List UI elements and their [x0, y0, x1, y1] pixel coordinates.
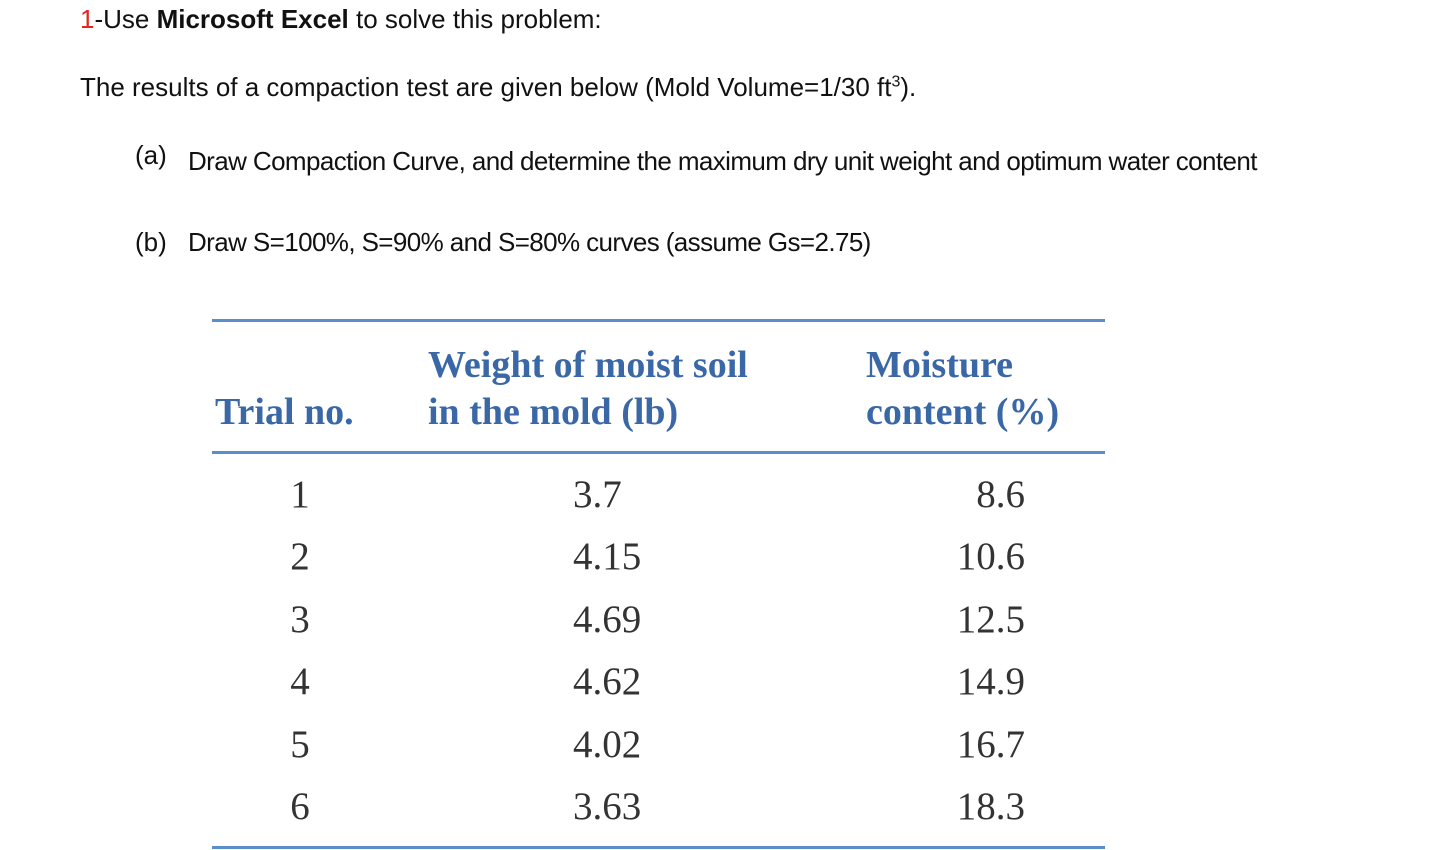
intro-text: The results of a compaction test are giv… — [80, 72, 892, 102]
table-cell: 16.7 — [956, 722, 1025, 766]
table-cell: 5 — [290, 722, 310, 766]
table-cell: 6 — [290, 785, 310, 828]
table-rule — [212, 319, 1105, 322]
task-text: Draw S=100%, S=90% and S=80% curves (ass… — [188, 227, 871, 257]
table-rule — [212, 451, 1105, 454]
column-header: Weight of moist soil — [428, 344, 748, 386]
problem-prefix: -Use — [94, 4, 157, 34]
table-cell: 3 — [290, 597, 310, 641]
table-cell: 3.63 — [573, 785, 642, 828]
task-label: (b) — [135, 227, 167, 257]
problem-bold: Microsoft Excel — [156, 4, 349, 34]
column-header: in the mold (lb) — [428, 391, 679, 433]
problem-heading: 1-Use Microsoft Excel to solve this prob… — [80, 4, 602, 35]
table-cell: 4.69 — [573, 597, 642, 641]
table-cell: 4.02 — [573, 722, 642, 766]
table-cell: 14.9 — [956, 660, 1025, 704]
table-cell: 1 — [290, 473, 310, 516]
column-header: Trial no. — [215, 391, 354, 433]
intro-end: ). — [900, 72, 917, 102]
table-cell: 12.5 — [956, 597, 1025, 641]
table-cell: 8.6 — [976, 473, 1025, 516]
table-cell: 3.7 — [573, 473, 622, 516]
task-text: Draw Compaction Curve, and determine the… — [188, 146, 1257, 176]
table-cell: 18.3 — [956, 785, 1025, 828]
table-rule — [212, 846, 1105, 849]
table-cell: 4.62 — [573, 660, 642, 704]
table-cell: 4 — [290, 660, 310, 704]
column-header: content (%) — [866, 391, 1060, 433]
task-label: (a) — [135, 140, 167, 170]
table-cell: 10.6 — [956, 535, 1025, 579]
problem-suffix: to solve this problem: — [348, 4, 602, 34]
column-header: Moisture — [866, 344, 1014, 386]
problem-number: 1 — [80, 4, 95, 34]
table-cell: 4.15 — [573, 535, 642, 579]
table-cell: 2 — [290, 535, 310, 579]
intro-sup: 3 — [891, 73, 901, 91]
intro: The results of a compaction test are giv… — [80, 72, 916, 103]
